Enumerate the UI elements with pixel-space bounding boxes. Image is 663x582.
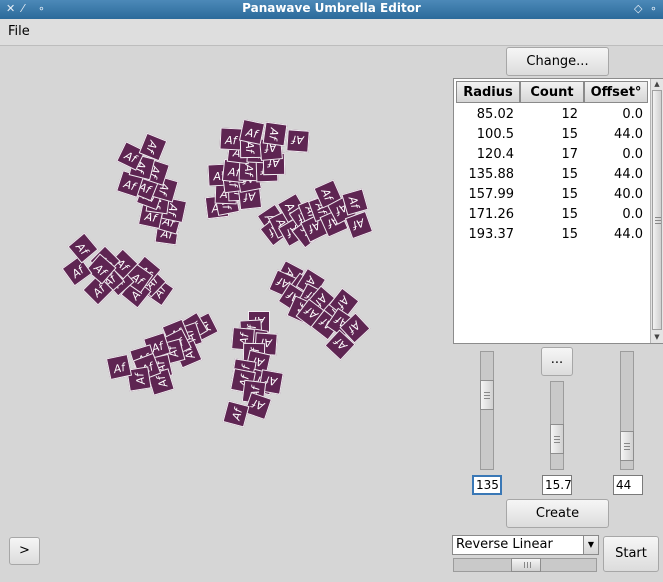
mode-dropdown-value: Reverse Linear — [456, 537, 553, 552]
cell-offset: 44.0 — [614, 167, 643, 182]
tile-glyph: Af — [245, 125, 260, 141]
count-input[interactable]: 15.7 — [542, 475, 572, 495]
scroll-down-icon[interactable]: ▼ — [654, 333, 660, 341]
cell-offset: 0.0 — [622, 207, 643, 222]
start-button[interactable]: Start — [603, 536, 659, 572]
tile-glyph: Af — [291, 132, 305, 146]
cell-offset: 44.0 — [614, 127, 643, 142]
radius-slider[interactable] — [480, 351, 494, 470]
tile-glyph: Af — [69, 263, 87, 281]
header-offset[interactable]: Offset° — [584, 81, 648, 103]
cell-offset: 0.0 — [622, 147, 643, 162]
cell-count: 15 — [561, 127, 578, 142]
tile-glyph: Af — [132, 372, 148, 386]
offset-slider[interactable] — [620, 351, 634, 470]
cell-count: 15 — [561, 187, 578, 202]
expand-button[interactable]: > — [9, 537, 40, 565]
window-title: Panawave Umbrella Editor — [242, 1, 421, 15]
umbrella-tile: Af — [106, 353, 133, 381]
tile-glyph: Af — [229, 406, 246, 422]
header-radius[interactable]: Radius — [456, 81, 520, 103]
cell-count: 17 — [561, 147, 578, 162]
cell-count: 15 — [561, 207, 578, 222]
tile-glyph: Af — [251, 396, 267, 413]
cell-count: 12 — [561, 107, 578, 122]
umbrella-tile: Af — [222, 400, 250, 428]
umbrella-tile: Af — [286, 128, 310, 153]
menu-bar: File — [0, 19, 663, 46]
tile-glyph: Af — [266, 127, 281, 141]
title-bar: ✕ ⁄ ∘ Panawave Umbrella Editor ◇ ∘ — [0, 0, 663, 19]
cell-radius: 157.99 — [468, 187, 515, 202]
cell-radius: 85.02 — [476, 107, 514, 122]
scroll-thumb[interactable] — [652, 90, 662, 330]
count-slider[interactable] — [550, 381, 564, 470]
cell-radius: 135.88 — [468, 167, 515, 182]
mode-dropdown[interactable]: Reverse Linear ▼ — [452, 535, 599, 555]
menu-file[interactable]: File — [8, 24, 30, 39]
radius-slider-handle[interactable] — [480, 380, 494, 410]
cell-count: 15 — [561, 167, 578, 182]
more-button[interactable]: ... — [541, 347, 573, 376]
umbrella-tile: Af — [262, 121, 288, 147]
circle-icon[interactable]: ∘ — [38, 2, 45, 15]
maximize-icon[interactable]: ◇ — [634, 2, 643, 15]
scroll-up-icon[interactable]: ▲ — [654, 80, 660, 88]
rings-table[interactable]: Radius Count Offset° 85.02 12 0.0 100.5 15 44… — [453, 78, 663, 344]
window-menu-icon[interactable]: ✕ — [6, 2, 16, 15]
pin-icon[interactable]: ⁄ — [22, 2, 24, 15]
offset-slider-handle[interactable] — [620, 431, 634, 461]
cell-count: 15 — [561, 227, 578, 242]
cell-radius: 193.37 — [468, 227, 515, 242]
speed-slider[interactable] — [453, 558, 597, 572]
table-scrollbar[interactable]: ▲ ▼ — [650, 79, 663, 343]
change-button[interactable]: Change... — [506, 47, 609, 76]
speed-slider-handle[interactable] — [511, 558, 541, 572]
cell-radius: 171.26 — [468, 207, 515, 222]
cell-offset: 40.0 — [614, 187, 643, 202]
radius-input[interactable]: 135 — [472, 475, 502, 495]
header-count[interactable]: Count — [520, 81, 584, 103]
cell-radius: 120.4 — [476, 147, 514, 162]
cell-radius: 100.5 — [476, 127, 514, 142]
chevron-down-icon[interactable]: ▼ — [583, 536, 598, 554]
umbrella-canvas[interactable]: Af Af Af Af Af Af Af Af Af Af Af Af Af Af Af Af Af Af Af Af… — [0, 46, 448, 526]
offset-input[interactable]: 44 — [613, 475, 643, 495]
umbrella-tile: Af — [61, 255, 93, 287]
close-icon[interactable]: ∘ — [650, 2, 657, 15]
cell-offset: 0.0 — [622, 107, 643, 122]
create-button[interactable]: Create — [506, 499, 609, 528]
count-slider-handle[interactable] — [550, 424, 564, 454]
cell-offset: 44.0 — [614, 227, 643, 242]
